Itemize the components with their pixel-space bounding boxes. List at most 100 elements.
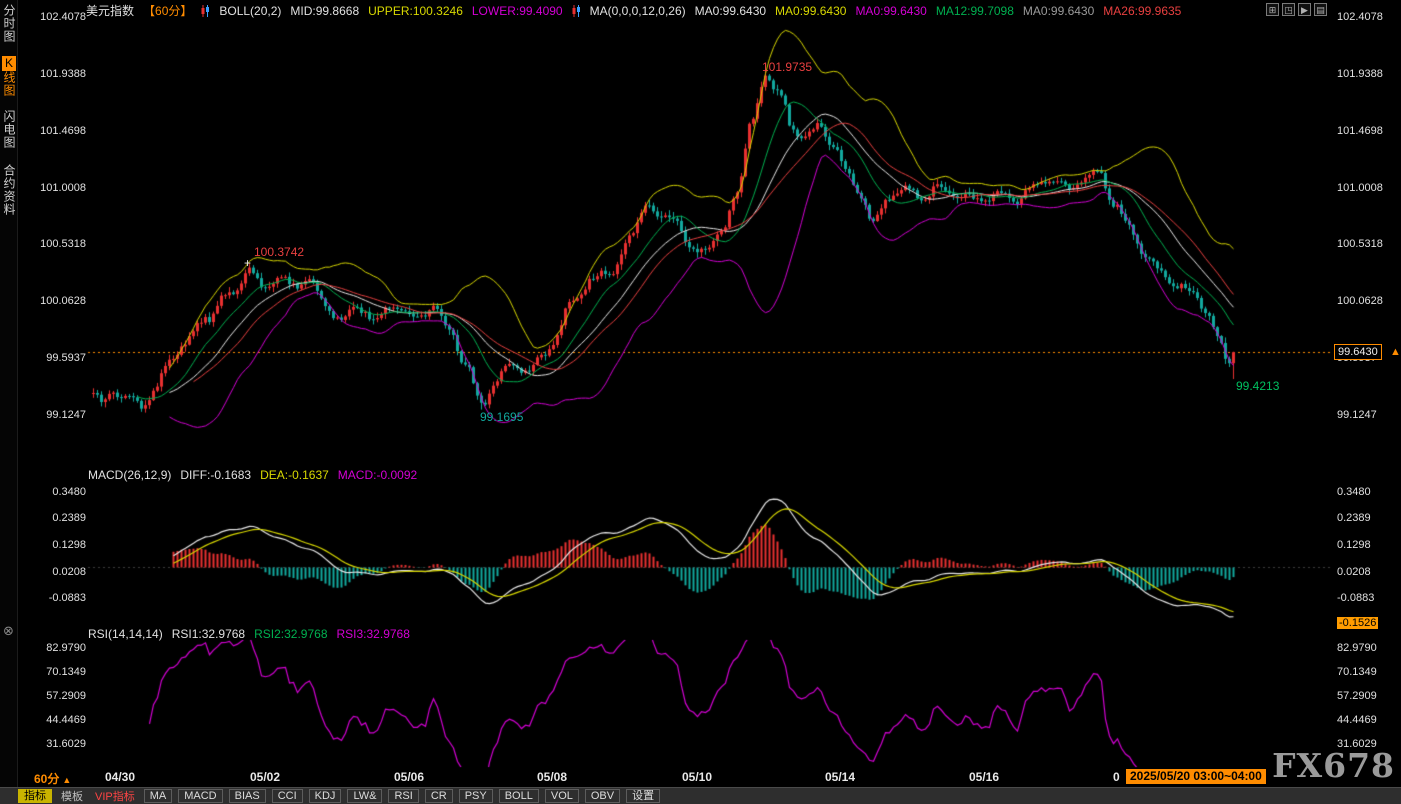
price-axis-label: 99.5937	[46, 352, 86, 364]
price-axis-label: 101.9388	[1337, 68, 1383, 80]
period-quick-switch[interactable]: 60分 ▲	[34, 770, 71, 787]
toolbar-item-cci[interactable]: CCI	[271, 789, 303, 803]
price-axis-label: 99.1247	[46, 409, 86, 421]
candlestick-icon	[201, 4, 210, 17]
sidebar-tab-1[interactable]: 分时图	[2, 4, 16, 43]
bar-countdown: 0	[1113, 770, 1120, 784]
local-low-annotation: 99.1695	[480, 410, 524, 424]
period-text: 60分	[34, 772, 60, 786]
price-axis-label: 100.0628	[1337, 295, 1383, 307]
macd-axis-label: 0.3480	[1337, 486, 1371, 498]
macd-axis-label: 0.2389	[52, 512, 86, 524]
sidebar-tab-4[interactable]: 合约资料	[2, 164, 16, 216]
toolbar-item-psy[interactable]: PSY	[458, 789, 493, 803]
readout-value: LOWER:99.4090	[471, 3, 563, 18]
rsi-axis-label: 44.4469	[1337, 714, 1377, 726]
price-axis-label: 102.4078	[40, 11, 86, 23]
x-axis-label: 05/06	[393, 770, 425, 784]
macd-axis-label: -0.0883	[1337, 592, 1375, 604]
indicator-collapse-icon[interactable]: ⊗	[3, 623, 14, 638]
high-cross-marker: +	[244, 256, 252, 270]
readout-value: MA0:99.6430	[775, 3, 847, 18]
readout-value: MA26:99.9635	[1103, 3, 1182, 18]
toolbar-item-boll[interactable]: BOLL	[498, 789, 539, 803]
toolbar-item-macd[interactable]: MACD	[178, 789, 223, 803]
last-bar-time-label: 2025/05/20 03:00~04:00	[1126, 769, 1266, 784]
last-low-annotation: 99.4213	[1236, 379, 1280, 393]
macd-axis-label: 0.2389	[1337, 512, 1371, 524]
x-axis-label: 05/08	[536, 770, 568, 784]
price-axis-label: 101.4698	[40, 125, 86, 137]
price-axis-label: 101.4698	[1337, 125, 1383, 137]
macd-axis-label: 0.0208	[52, 566, 86, 578]
readout-value: RSI1:32.9768	[171, 627, 246, 641]
price-axis-label: 101.9388	[40, 68, 86, 80]
rsi-axis-label: 57.2909	[46, 690, 86, 702]
x-axis-label: 05/14	[824, 770, 856, 784]
left-sidebar: 分时图 K线图闪电图合约资料	[0, 0, 18, 787]
rsi-axis-label: 70.1349	[1337, 666, 1377, 678]
toolbar-item-templates[interactable]: 模板	[61, 791, 83, 803]
readout-value: UPPER:100.3246	[368, 3, 463, 18]
rsi-axis-label: 31.6029	[1337, 738, 1377, 750]
readout-value: RSI3:32.9768	[336, 627, 410, 641]
price-axis-label: 99.1247	[1337, 409, 1377, 421]
price-scroll-arrow-icon[interactable]: ▲	[1390, 346, 1401, 358]
toolbar-item-indicators[interactable]: 指标	[18, 789, 52, 803]
rsi-axis-label: 82.9790	[1337, 642, 1377, 654]
readout-value: RSI2:32.9768	[254, 627, 328, 641]
readout-value: MACD(26,12,9)	[88, 468, 172, 482]
bottom-toolbar: 指标 模板 VIP指标 MA MACD BIAS CCI KDJ LW& RSI CR PSY BOLL…	[0, 787, 1401, 804]
toolbar-item-kdj[interactable]: KDJ	[308, 789, 342, 803]
macd-axis-label-highlight: -0.1526	[1337, 617, 1379, 629]
readout-value: MA0:99.6430	[694, 3, 767, 18]
x-axis-label: 05/16	[968, 770, 1000, 784]
current-price-value: 99.6430	[1338, 346, 1378, 358]
grid-layout-icon[interactable]: ⊞	[1266, 3, 1279, 16]
toolbar-item-obv[interactable]: OBV	[584, 789, 621, 803]
toolbar-item-ma[interactable]: MA	[143, 789, 173, 803]
readout-value: MID:99.8668	[290, 3, 360, 18]
rsi-axis-label: 57.2909	[1337, 690, 1377, 702]
period-arrow-icon: ▲	[62, 775, 72, 785]
macd-axis-label: 0.1298	[1337, 539, 1371, 551]
toolbar-item-settings[interactable]: 设置	[626, 789, 661, 803]
candlestick-icon	[572, 4, 581, 17]
price-axis-label: 101.0008	[40, 182, 86, 194]
macd-axis-label: 0.3480	[52, 486, 86, 498]
new-window-icon[interactable]: ◳	[1282, 3, 1295, 16]
price-axis-label: 100.5318	[40, 238, 86, 250]
x-axis-label: 04/30	[104, 770, 136, 784]
price-axis-label: 100.0628	[40, 295, 86, 307]
macd-axis-label: -0.0883	[48, 592, 86, 604]
readout-value: MA(0,0,0,12,0,26)	[589, 3, 686, 18]
rsi-pane-header: RSI(14,14,14) RSI1:32.9768 RSI2:32.9768 RSI…	[88, 627, 410, 641]
x-axis-label: 05/10	[681, 770, 713, 784]
toolbar-item-vip-indicators[interactable]: VIP指标	[95, 791, 135, 803]
sidebar-tab-2[interactable]: K线图	[2, 56, 16, 97]
panel-list-icon[interactable]: ▤	[1314, 3, 1327, 16]
toolbar-item-rsi[interactable]: RSI	[388, 789, 419, 803]
toolbar-item-bias[interactable]: BIAS	[228, 789, 266, 803]
rsi-axis-label: 44.4469	[46, 714, 86, 726]
readout-value: BOLL(20,2)	[219, 3, 282, 18]
fx678-watermark: FX678	[1272, 746, 1395, 785]
toolbar-item-cr[interactable]: CR	[424, 789, 453, 803]
macd-axis-label: 0.0208	[1337, 566, 1371, 578]
toolbar-item-vol[interactable]: VOL	[544, 789, 579, 803]
symbol-title: 美元指数	[86, 4, 135, 18]
rsi-axis-label: 82.9790	[46, 642, 86, 654]
x-axis-label: 05/02	[249, 770, 281, 784]
readout-value: MA0:99.6430	[1022, 3, 1095, 18]
toolbar-item-lw[interactable]: LW&	[347, 789, 383, 803]
local-high-annotation: 100.3742	[254, 245, 305, 259]
readout-value: DIFF:-0.1683	[180, 468, 252, 482]
scroll-right-icon[interactable]: ▶	[1298, 3, 1311, 16]
readout-value: MACD:-0.0092	[337, 468, 418, 482]
period-selector[interactable]: 【60分】	[143, 4, 193, 18]
sidebar-tab-3[interactable]: 闪电图	[2, 110, 16, 149]
readout-value: MA0:99.6430	[855, 3, 927, 18]
global-high-annotation: 101.9735	[762, 60, 813, 74]
